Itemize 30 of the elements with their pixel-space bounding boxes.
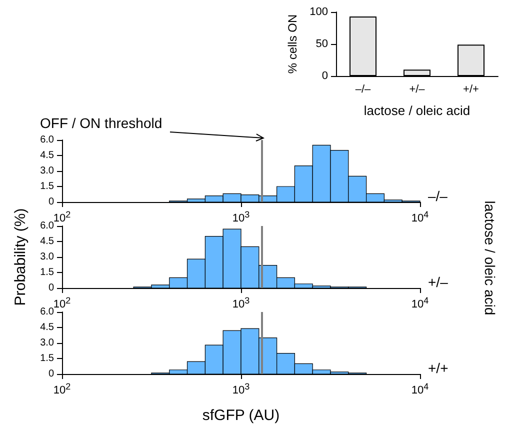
y-tick-label: 4.5 [40, 150, 54, 161]
y-tick-label: 0 [48, 196, 54, 208]
y-tick-label: 3.0 [40, 166, 54, 176]
y-tick-label: 0 [322, 70, 328, 82]
y-axis-title: Probability (%) [12, 208, 29, 306]
y-tick-label: 0 [48, 282, 54, 294]
x-axis-title: lactose / oleic acid [364, 103, 470, 118]
y-tick-label: 1.5 [40, 353, 54, 364]
y-tick-label: 6.0 [40, 220, 54, 232]
y-tick-label: 50 [316, 38, 328, 50]
x-tick-label: –/– [355, 84, 372, 96]
y-tick-label: 1.5 [40, 267, 54, 278]
y-tick-label: 4.5 [40, 322, 54, 333]
y-tick-label: 0 [48, 368, 54, 380]
text: lactose / oleic acid [482, 200, 498, 316]
y-tick-label: 6.0 [40, 306, 54, 318]
y-tick-label: 6.0 [40, 134, 54, 146]
x-tick-label: +/– [409, 84, 426, 96]
x-axis-title: sfGFP (AU) [202, 407, 280, 424]
y-axis-title: % cells ON [286, 14, 300, 74]
y-tick-label: 3.0 [40, 252, 54, 262]
text: +/+ [428, 360, 448, 376]
x-tick-label: +/+ [463, 84, 479, 96]
y-tick-label: 4.5 [40, 236, 54, 247]
y-tick-label: 1.5 [40, 181, 54, 192]
ref-line-label: OFF / ON threshold [40, 115, 162, 131]
series-label: –/– [428, 188, 448, 204]
y-tick-label: 100 [310, 6, 328, 18]
text: +/– [428, 274, 448, 290]
y-tick-label: 3.0 [40, 338, 54, 348]
